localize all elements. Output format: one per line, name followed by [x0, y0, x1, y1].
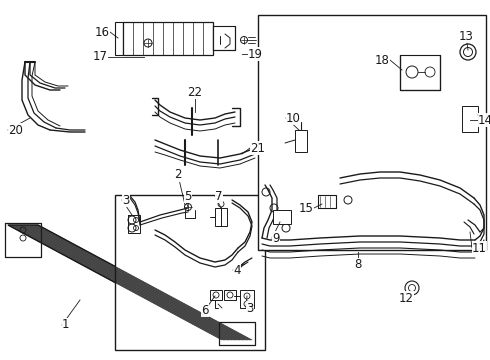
Bar [318, 195, 336, 208]
Text: 16: 16 [95, 26, 110, 39]
Text: 15: 15 [299, 202, 314, 215]
Bar [400, 55, 440, 90]
Text: 21: 21 [250, 141, 265, 154]
Text: 4: 4 [233, 264, 241, 276]
Bar [224, 290, 236, 300]
Text: 20: 20 [8, 123, 23, 136]
Text: 10: 10 [286, 112, 301, 125]
Text: 8: 8 [354, 258, 362, 271]
Text: 17: 17 [93, 50, 108, 63]
Text: 9: 9 [272, 231, 279, 244]
Bar [462, 106, 478, 132]
Bar [295, 130, 307, 152]
Bar [115, 195, 265, 350]
Text: 7: 7 [215, 189, 222, 202]
Text: 12: 12 [398, 292, 414, 305]
Bar [123, 22, 213, 55]
Bar [210, 290, 222, 300]
Text: 11: 11 [472, 242, 487, 255]
Bar [240, 290, 254, 308]
Text: 3: 3 [246, 302, 253, 315]
Text: 2: 2 [174, 168, 182, 181]
Text: 18: 18 [375, 54, 390, 67]
Text: 14: 14 [478, 113, 490, 126]
Text: 3: 3 [122, 194, 129, 207]
Text: 22: 22 [188, 85, 202, 99]
Text: 1: 1 [62, 319, 70, 332]
Bar [258, 15, 486, 250]
Text: 19: 19 [248, 48, 263, 60]
Text: 6: 6 [201, 303, 209, 316]
Bar [215, 208, 227, 226]
Polygon shape [8, 225, 252, 340]
Bar [213, 26, 235, 50]
Bar [273, 210, 291, 224]
Text: 13: 13 [459, 30, 473, 42]
Text: 5: 5 [184, 189, 192, 202]
Bar [115, 22, 123, 55]
